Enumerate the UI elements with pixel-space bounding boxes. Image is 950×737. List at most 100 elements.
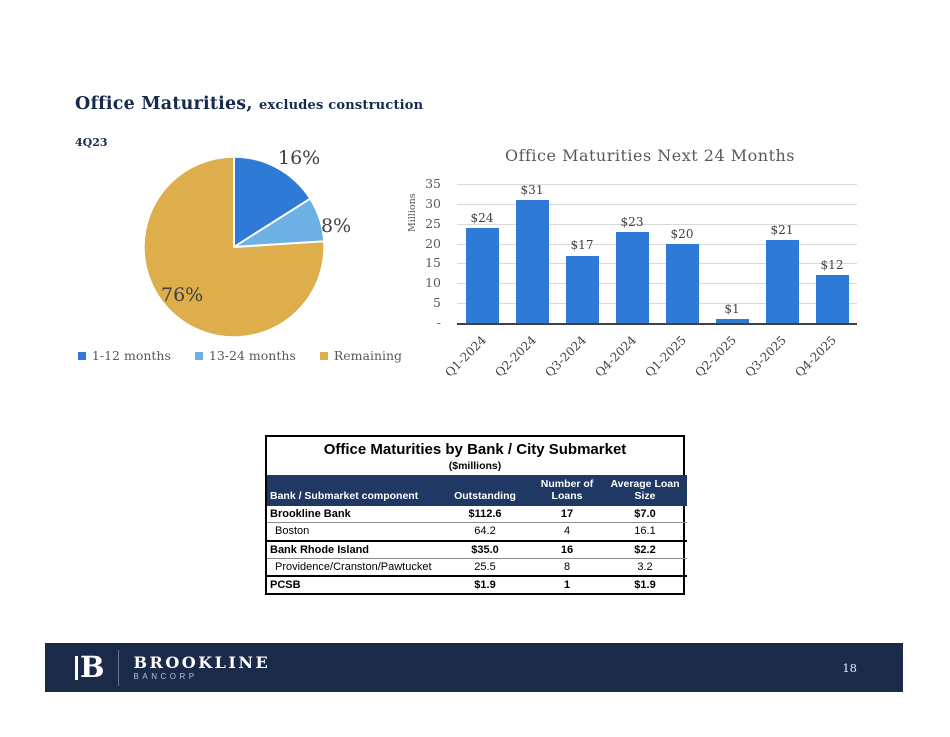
gridline <box>457 283 857 285</box>
maturities-table: Office Maturities by Bank / City Submark… <box>265 435 687 596</box>
y-tick-label: 25 <box>425 215 441 231</box>
gridline <box>457 184 857 185</box>
table-row-3: Providence/Cranston/Pawtucket 25.5 8 3.2 <box>267 558 687 577</box>
legend-label: Remaining <box>333 348 403 363</box>
table-cell: 25.5 <box>474 560 496 573</box>
bar-chart-plot-area: $24 $31 $17 $23 $20 $1 $21 $12 <box>457 182 857 325</box>
x-tick-label: Q1-2025 <box>642 333 689 380</box>
x-tick-label: Q3-2025 <box>742 333 789 380</box>
table-cell: $35.0 <box>471 543 499 556</box>
bar-value-label: $23 <box>620 214 644 229</box>
y-tick-label: - <box>436 315 441 330</box>
y-tick-label: 35 <box>425 176 441 191</box>
pie-value-label-13-24-months: 8% <box>321 215 352 237</box>
table-cell: 64.2 <box>474 525 496 538</box>
bar-Q2-2025 <box>715 319 749 323</box>
table-cell: 4 <box>563 525 571 538</box>
x-tick-label: Q1-2024 <box>442 333 489 380</box>
bar-value-label: $17 <box>570 238 594 253</box>
brand-block: BROOKLINE BANCORP <box>133 652 271 682</box>
footer-divider <box>117 649 119 686</box>
legend-swatch-icon <box>77 351 86 360</box>
bar-Q3-2025 <box>765 239 799 323</box>
pie-value-label-1-12-months: 16% <box>278 147 321 169</box>
x-tick-label: Q3-2024 <box>542 333 589 380</box>
page-title-main: Office Maturities, <box>75 94 253 114</box>
y-tick-label: 15 <box>425 255 441 271</box>
brand-name: BROOKLINE <box>133 652 271 672</box>
legend-label: 13-24 months <box>208 348 296 363</box>
table-grid: Bank / Submarket component Outstanding Num… <box>267 474 687 594</box>
table-title: Office Maturities by Bank / City Submark… <box>323 441 627 458</box>
legend-item-1: 13-24 months <box>194 348 296 363</box>
table-cell: Boston <box>275 525 310 538</box>
y-tick-label: 10 <box>425 275 441 291</box>
table-cell: $7.0 <box>634 507 656 520</box>
x-tick-label: Q2-2024 <box>492 333 539 380</box>
bar-value-label: $21 <box>770 222 794 237</box>
period-label: 4Q23 <box>75 136 108 149</box>
bar-Q4-2024 <box>615 231 649 323</box>
logo-monogram: B <box>80 650 105 684</box>
bar-Q1-2024 <box>465 227 499 323</box>
column-header: Bank / Submarket component <box>267 474 439 506</box>
x-tick-label: Q4-2024 <box>592 333 639 380</box>
table-body: Brookline Bank $112.6 17 $7.0 Boston 64.2 4 16.… <box>267 506 687 593</box>
table-cell: 17 <box>560 507 574 520</box>
table-row-2: Bank Rhode Island $35.0 16 $2.2 <box>267 540 687 559</box>
page-title: Office Maturities, excludes construction <box>75 94 423 114</box>
column-header: Number of Loans <box>531 474 603 506</box>
legend-label: 1-12 months <box>91 348 171 363</box>
table-cell: Bank Rhode Island <box>270 543 370 556</box>
pie-slice-0 <box>233 155 312 249</box>
table-row-4: PCSB $1.9 1 $1.9 <box>267 576 687 593</box>
table-cell: Brookline Bank <box>270 507 351 520</box>
page-number: 18 <box>842 660 857 675</box>
y-tick-label: 5 <box>433 295 441 311</box>
table-cell: $112.6 <box>468 507 502 520</box>
bar-Q4-2025 <box>815 275 849 323</box>
table-cell: 1 <box>563 579 571 592</box>
legend-item-0: 1-12 months <box>77 348 171 363</box>
table-cell: 3.2 <box>637 560 653 573</box>
bar-value-label: $20 <box>670 226 694 241</box>
table-cell: 16.1 <box>634 525 656 538</box>
table-cell: $1.9 <box>634 579 656 592</box>
x-tick-label: Q2-2025 <box>692 333 739 380</box>
bar-value-label: $24 <box>470 210 494 225</box>
y-tick-label: 30 <box>425 195 441 211</box>
table-cell: $2.2 <box>634 543 656 556</box>
pie-legend: 1-12 months 13-24 months Remaining <box>68 348 412 363</box>
logo-stem-icon <box>75 655 78 680</box>
gridline <box>457 203 857 205</box>
brand-subname: BANCORP <box>133 672 198 682</box>
bar-value-label: $31 <box>520 182 544 197</box>
legend-swatch-icon <box>194 351 203 360</box>
table-row-1: Boston 64.2 4 16.1 <box>267 523 687 541</box>
table-cell: Providence/Cranston/Pawtucket <box>275 560 432 573</box>
brookline-logo-icon: B <box>75 653 105 682</box>
footer-bar: B BROOKLINE BANCORP 18 <box>45 643 903 692</box>
table-header-row: Bank / Submarket component Outstanding Num… <box>267 474 687 506</box>
bar-value-label: $1 <box>724 302 740 317</box>
legend-swatch-icon <box>319 351 328 360</box>
bar-chart-y-axis: 35 30 25 20 15 10 5 - <box>403 177 449 330</box>
bar-Q3-2024 <box>565 255 599 323</box>
column-header: Outstanding <box>439 474 531 506</box>
gridline <box>457 243 857 245</box>
pie-slice-2 <box>142 155 326 339</box>
table-cell: $1.9 <box>474 579 496 592</box>
table-cell: 16 <box>560 543 574 556</box>
bar-Q1-2025 <box>665 243 699 323</box>
x-tick-label: Q4-2025 <box>792 333 839 380</box>
pie-chart <box>142 155 326 339</box>
gridline <box>457 223 857 225</box>
bar-chart-title: Office Maturities Next 24 Months <box>504 146 796 165</box>
bar-value-label: $12 <box>820 258 844 273</box>
gridline <box>457 303 857 305</box>
column-header: Average Loan Size <box>603 474 687 506</box>
table-cell: PCSB <box>270 579 301 592</box>
table-subtitle: ($millions) <box>448 459 502 472</box>
table-cell: 8 <box>563 560 571 573</box>
